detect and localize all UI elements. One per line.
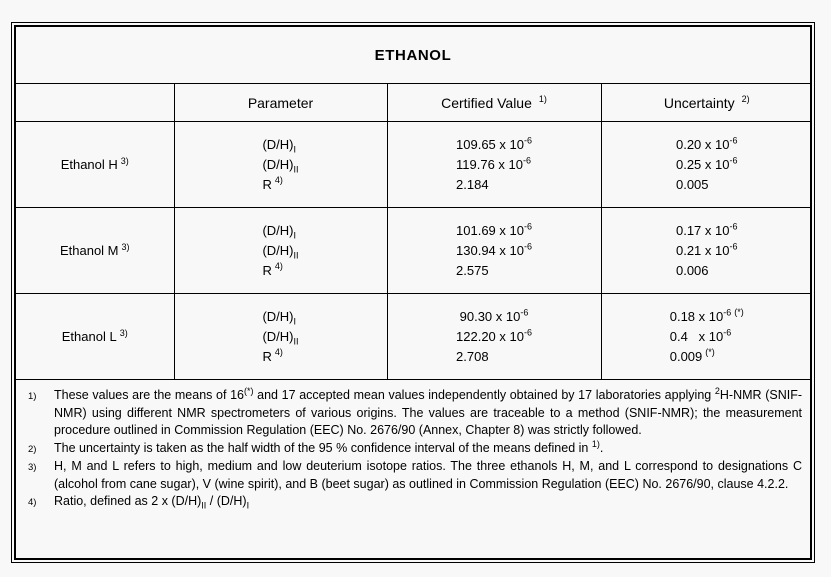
footnote-marker: 3) — [28, 462, 37, 473]
value-line: 0.006 — [675, 262, 709, 278]
parameter-line: (D/H)II — [262, 328, 299, 347]
value-line: 0.009 (*) — [669, 347, 715, 364]
row-label-note: 3) — [121, 241, 130, 252]
certified-value-cell: 101.69 x 10-6 130.94 x 10-6 2.575 — [386, 207, 602, 294]
value-line: 2.184 — [456, 176, 489, 192]
value-line: 101.69 x 10-6 — [456, 221, 532, 238]
value-line: 0.21 x 10-6 — [675, 241, 738, 258]
header-uncertainty: Uncertainty 2) — [600, 83, 812, 122]
value-line: 0.18 x 10-6 (*) — [669, 307, 744, 324]
value-line: 0.25 x 10-6 — [675, 155, 738, 172]
footnote-text: The uncertainty is taken as the half wid… — [54, 438, 604, 455]
value-line: 2.575 — [456, 262, 489, 278]
parameter-line: (D/H)II — [262, 156, 299, 175]
row-label: Ethanol H — [60, 157, 118, 172]
parameter-cell: (D/H)I (D/H)II R 4) — [173, 207, 388, 294]
footnote-text: Ratio, defined as 2 x (D/H)II / (D/H)I — [54, 494, 250, 511]
certified-value-cell: 109.65 x 10-6 119.76 x 10-6 2.184 — [386, 121, 602, 208]
footnote-3: 3) H, M and L refers to high, medium and… — [22, 458, 802, 493]
parameter-line: (D/H)II — [262, 242, 299, 261]
header-certified-value: Certified Value 1) — [386, 83, 602, 122]
parameter-cell: (D/H)I (D/H)II R 4) — [173, 293, 388, 380]
footnote-marker: 1) — [28, 391, 37, 402]
uncertainty-cell: 0.17 x 10-6 0.21 x 10-6 0.006 — [600, 207, 812, 294]
footnote-marker: 4) — [28, 497, 37, 508]
row-label-note: 3) — [120, 155, 129, 166]
value-line: 122.20 x 10-6 — [456, 327, 532, 344]
value-line: 0.17 x 10-6 — [675, 221, 738, 238]
footnotes-section: 1) These values are the means of 16(*) a… — [16, 380, 810, 558]
parameter-line: (D/H)I — [262, 222, 297, 241]
document-title: ETHANOL — [374, 46, 452, 64]
value-line: 109.65 x 10-6 — [456, 135, 532, 152]
value-line: 130.94 x 10-6 — [456, 241, 532, 258]
header-uncertainty-text: Uncertainty — [663, 94, 735, 111]
row-label-note: 3) — [119, 327, 128, 338]
value-line: 90.30 x 10-6 — [456, 307, 529, 324]
title-row: ETHANOL — [16, 27, 810, 83]
value-line: 0.4 x 10-6 — [669, 327, 732, 344]
certified-value-cell: 90.30 x 10-6 122.20 x 10-6 2.708 — [386, 293, 602, 380]
value-line: 119.76 x 10-6 — [456, 155, 532, 172]
row-label-cell: Ethanol H 3) — [16, 121, 175, 208]
row-label: Ethanol M — [59, 243, 119, 258]
uncertainty-cell: 0.20 x 10-6 0.25 x 10-6 0.005 — [600, 121, 812, 208]
header-label-col — [16, 83, 175, 122]
value-line: 0.005 — [675, 176, 709, 192]
parameter-line: R 4) — [262, 175, 283, 192]
row-label-cell: Ethanol L 3) — [16, 293, 175, 380]
header-certified-value-text: Certified Value — [441, 94, 532, 111]
value-line: 2.708 — [456, 348, 489, 364]
footnote-1: 1) These values are the means of 16(*) a… — [22, 385, 803, 440]
row-label: Ethanol L — [61, 329, 117, 344]
document-frame-inner: ETHANOL Parameter Certified Value 1) Unce… — [14, 25, 812, 560]
table-row-ethanol-l: Ethanol L 3) (D/H)I (D/H)II R 4) 90.30 x — [16, 293, 812, 380]
uncertainty-cell: 0.18 x 10-6 (*) 0.4 x 10-6 0.009 (*) — [600, 293, 812, 380]
header-parameter: Parameter — [173, 83, 388, 122]
ethanol-table: Parameter Certified Value 1) Uncertainty 2… — [16, 83, 812, 380]
header-uncertainty-note: 2) — [741, 93, 750, 104]
value-line: 0.20 x 10-6 — [675, 135, 738, 152]
footnote-marker: 2) — [28, 443, 37, 455]
footnote-2: 2) The uncertainty is taken as the half … — [22, 438, 802, 459]
parameter-line: (D/H)I — [262, 308, 297, 327]
footnote-4: 4) Ratio, defined as 2 x (D/H)II / (D/H)… — [22, 493, 802, 512]
header-parameter-text: Parameter — [247, 94, 314, 111]
table-row-ethanol-h: Ethanol H 3) (D/H)I (D/H)II R 4) 109.65 x — [16, 121, 812, 208]
footnote-text: These values are the means of 16(*) and … — [54, 385, 803, 437]
header-certified-value-note: 1) — [538, 93, 547, 104]
parameter-line: R 4) — [262, 261, 283, 278]
table-row-ethanol-m: Ethanol M 3) (D/H)I (D/H)II R 4) 101.69 x — [16, 207, 812, 294]
parameter-line: R 4) — [262, 347, 283, 364]
document-frame: ETHANOL Parameter Certified Value 1) Unce… — [11, 22, 815, 563]
header-row: Parameter Certified Value 1) Uncertainty 2… — [16, 83, 812, 122]
parameter-line: (D/H)I — [262, 136, 297, 155]
row-label-cell: Ethanol M 3) — [16, 207, 175, 294]
footnote-text: H, M and L refers to high, medium and lo… — [54, 459, 802, 491]
parameter-cell: (D/H)I (D/H)II R 4) — [173, 121, 388, 208]
